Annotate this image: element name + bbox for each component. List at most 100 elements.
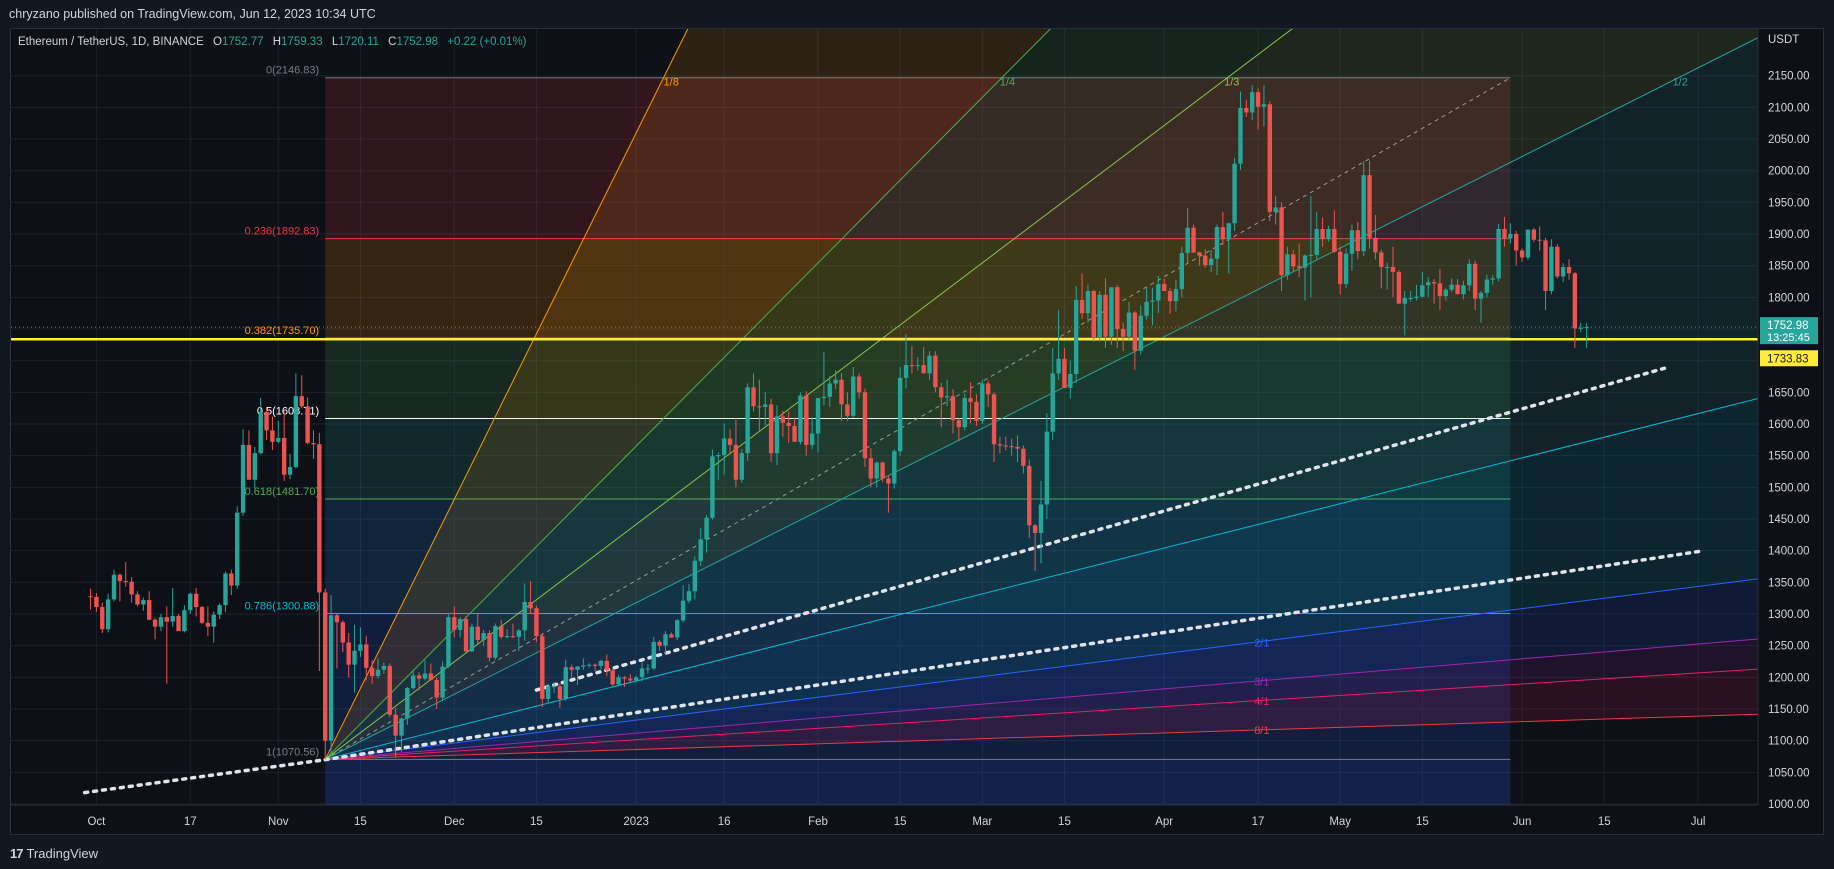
candle-body — [1408, 297, 1413, 299]
price-scale-tick: 1450.00 — [1768, 514, 1810, 526]
low-value: 1720.11 — [338, 36, 379, 48]
candle-body — [1566, 266, 1572, 274]
candle-body — [1156, 284, 1161, 301]
candle-body — [985, 383, 991, 395]
gann-fan-label: 3/1 — [1254, 676, 1269, 688]
candle-body — [135, 594, 140, 605]
candle-body — [1285, 254, 1290, 276]
candle-body — [745, 387, 750, 454]
candle-body — [1390, 266, 1396, 273]
candle-body — [141, 600, 146, 605]
candle-body — [170, 615, 175, 622]
candle-body — [217, 605, 222, 615]
candle-body — [686, 591, 692, 601]
gann-fan-line — [325, 397, 1758, 760]
candle-body — [1361, 175, 1366, 252]
candle-body — [763, 404, 768, 407]
candle-body — [1431, 282, 1437, 284]
candle-body — [499, 626, 504, 637]
candle-body — [939, 387, 944, 398]
candle-body — [182, 610, 187, 632]
candle-body — [768, 404, 774, 454]
candle-body — [598, 660, 604, 666]
gann-fan-line — [325, 578, 1758, 760]
candle-body — [152, 619, 158, 627]
candle-body — [375, 669, 381, 677]
candle-body — [798, 395, 803, 442]
last-price-countdown: 13:25:45 — [1767, 332, 1810, 344]
time-scale-tick: 15 — [894, 816, 907, 828]
price-scale-tick: 2150.00 — [1768, 71, 1810, 83]
candle-body — [1343, 253, 1349, 285]
candle-body — [434, 679, 439, 698]
candle-body — [786, 422, 791, 426]
candle-body — [188, 593, 193, 611]
candle-body — [1103, 294, 1108, 337]
candle-body — [1449, 284, 1454, 290]
candle-body — [628, 678, 633, 681]
fib-band — [325, 613, 1511, 760]
candle-body — [1467, 263, 1472, 286]
candle-body — [1214, 227, 1220, 259]
candle-body — [293, 396, 299, 468]
candle-body — [727, 438, 733, 445]
price-scale-tick: 1100.00 — [1768, 736, 1809, 748]
candle-body — [346, 642, 351, 665]
candle-body — [1109, 287, 1114, 337]
candle-body — [469, 626, 475, 652]
last-price-value: 1752.98 — [1767, 320, 1809, 332]
candle-body — [1320, 228, 1325, 240]
gann-fan-label: 1/2 — [1673, 77, 1688, 89]
candle-body — [510, 636, 516, 638]
candle-body — [1208, 258, 1214, 266]
candle-body — [581, 665, 586, 667]
candle-body — [416, 675, 422, 679]
candle-body — [1338, 251, 1343, 285]
candle-body — [739, 453, 744, 480]
gann-fan-line — [324, 29, 689, 760]
tradingview-logo[interactable]: 17 TradingView — [10, 846, 98, 861]
open-value: 1752.77 — [221, 36, 264, 48]
candle-body — [1455, 284, 1460, 295]
gann-fan-line — [324, 29, 1293, 760]
candle-body — [105, 599, 111, 630]
candle-body — [956, 420, 962, 428]
candle-body — [1349, 230, 1355, 254]
candle-body — [352, 650, 357, 665]
gann-fan-label: 1/8 — [664, 77, 679, 89]
candle-body — [1238, 108, 1243, 164]
candle-body — [1203, 255, 1208, 266]
candle-body — [1549, 246, 1554, 292]
candle-body — [1167, 291, 1173, 302]
candle-body — [839, 379, 844, 405]
fib-level-label: 0(2146.83) — [266, 65, 319, 77]
candle-body — [463, 619, 469, 652]
candle-body — [264, 411, 269, 431]
candle-body — [1091, 291, 1096, 338]
dotted-trendline-lower — [82, 757, 327, 795]
candle-body — [880, 462, 885, 479]
candle-body — [1502, 228, 1507, 239]
candle-body — [123, 581, 128, 583]
candle-body — [1120, 329, 1126, 337]
time-scale-tick: 17 — [1252, 816, 1265, 828]
time-scale-tick: 16 — [718, 816, 731, 828]
candle-body — [528, 601, 533, 609]
close-label: C — [388, 36, 397, 48]
candle-body — [704, 517, 709, 540]
candle-body — [1402, 297, 1407, 304]
candle-body — [1220, 227, 1226, 240]
candle-body — [299, 396, 304, 407]
time-scale-tick: 15 — [1416, 816, 1429, 828]
candle-body — [1326, 228, 1331, 240]
candle-body — [604, 660, 610, 671]
gann-fan-line — [325, 713, 1758, 760]
candle-body — [487, 633, 492, 658]
candle-body — [1027, 465, 1032, 526]
publish-info: chryzano published on TradingView.com, J… — [9, 7, 376, 21]
time-scale-tick: 17 — [184, 816, 197, 828]
candle-body — [129, 581, 134, 595]
last-price-tag — [1760, 317, 1818, 345]
gann-fan-line — [325, 638, 1758, 760]
